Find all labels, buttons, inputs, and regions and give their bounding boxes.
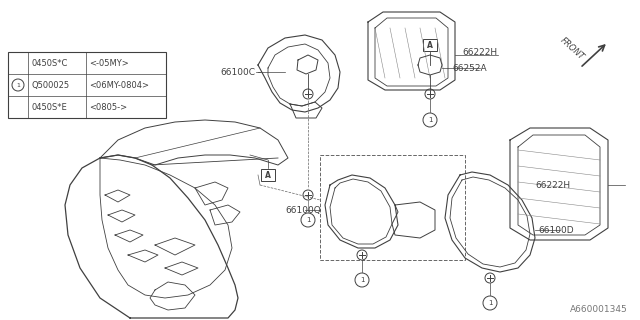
Bar — [423, 39, 437, 51]
Text: A: A — [427, 41, 433, 50]
Text: 1: 1 — [488, 300, 492, 306]
Bar — [320, 155, 465, 260]
Text: 66100C: 66100C — [220, 68, 255, 76]
Text: FRONT: FRONT — [558, 36, 586, 62]
Bar — [261, 169, 275, 181]
Text: <0805->: <0805-> — [89, 102, 127, 111]
Text: <-05MY>: <-05MY> — [89, 59, 129, 68]
Text: 1: 1 — [306, 217, 310, 223]
Text: 66222H: 66222H — [462, 47, 497, 57]
Bar — [8, 52, 166, 118]
Text: 66252A: 66252A — [452, 63, 486, 73]
Text: Q500025: Q500025 — [31, 81, 69, 90]
Text: 1: 1 — [428, 117, 432, 123]
Text: 66222H: 66222H — [535, 180, 570, 189]
Text: 1: 1 — [360, 277, 364, 283]
Text: 0450S*E: 0450S*E — [31, 102, 67, 111]
Text: <06MY-0804>: <06MY-0804> — [89, 81, 149, 90]
Text: 0450S*C: 0450S*C — [31, 59, 67, 68]
Text: A660001345: A660001345 — [570, 305, 628, 314]
Text: 1: 1 — [16, 83, 20, 87]
Text: 66100Q: 66100Q — [285, 205, 321, 214]
Text: 66100D: 66100D — [538, 226, 573, 235]
Text: A: A — [265, 171, 271, 180]
